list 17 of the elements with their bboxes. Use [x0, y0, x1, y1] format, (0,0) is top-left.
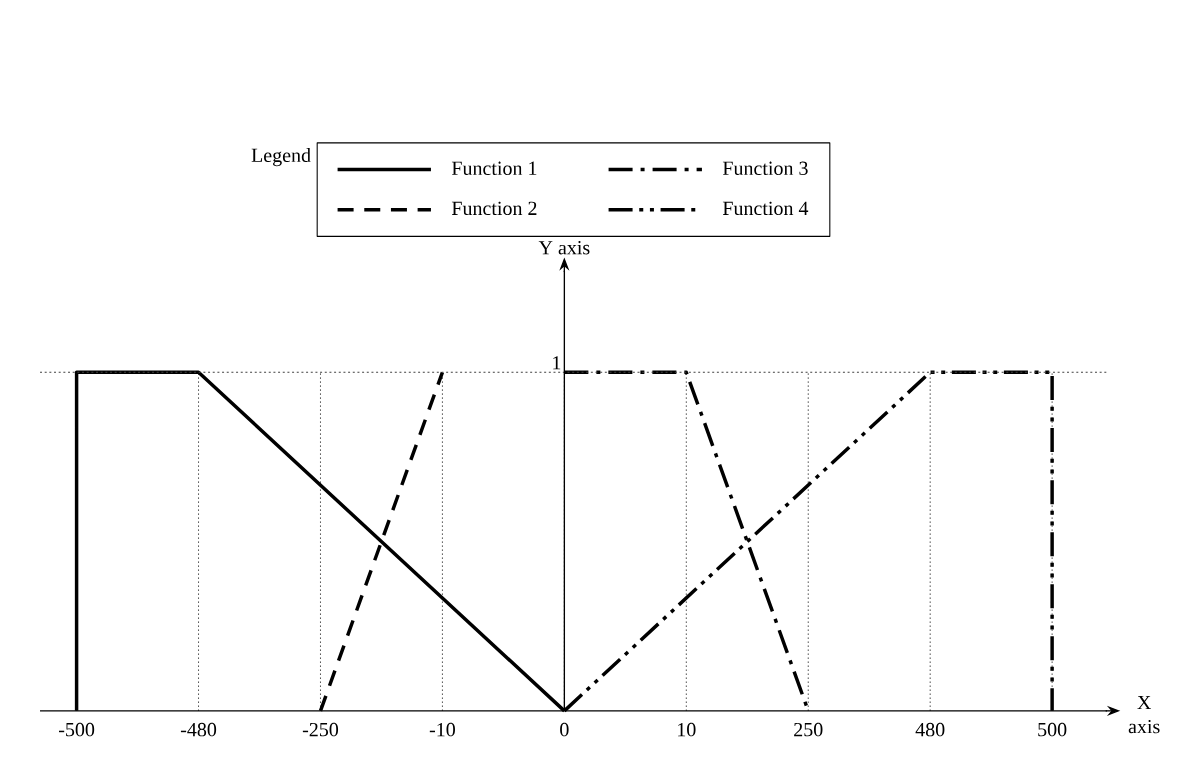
ref-line-label: 1	[553, 356, 561, 370]
legend-label: Function 3	[722, 161, 808, 176]
legend-title: Legend	[251, 148, 311, 167]
x-tick-label: -10	[429, 722, 455, 737]
x-tick-label: -250	[302, 722, 339, 737]
ref-line-label: Y axis	[538, 241, 590, 255]
x-tick-label: 250	[794, 722, 823, 737]
legend-label: Function 1	[451, 161, 537, 176]
x-tick-label: -500	[58, 722, 95, 737]
x-tick-label: 10	[678, 722, 696, 737]
x-axis-title: X axis	[1128, 696, 1160, 734]
x-tick-label: 480	[915, 722, 945, 737]
legend-label: Function 2	[451, 201, 537, 216]
legend-label: Function 4	[722, 201, 809, 216]
x-tick-label: -480	[180, 722, 217, 737]
x-tick-label: 500	[1038, 722, 1067, 737]
x-tick-label: 0	[560, 722, 569, 737]
